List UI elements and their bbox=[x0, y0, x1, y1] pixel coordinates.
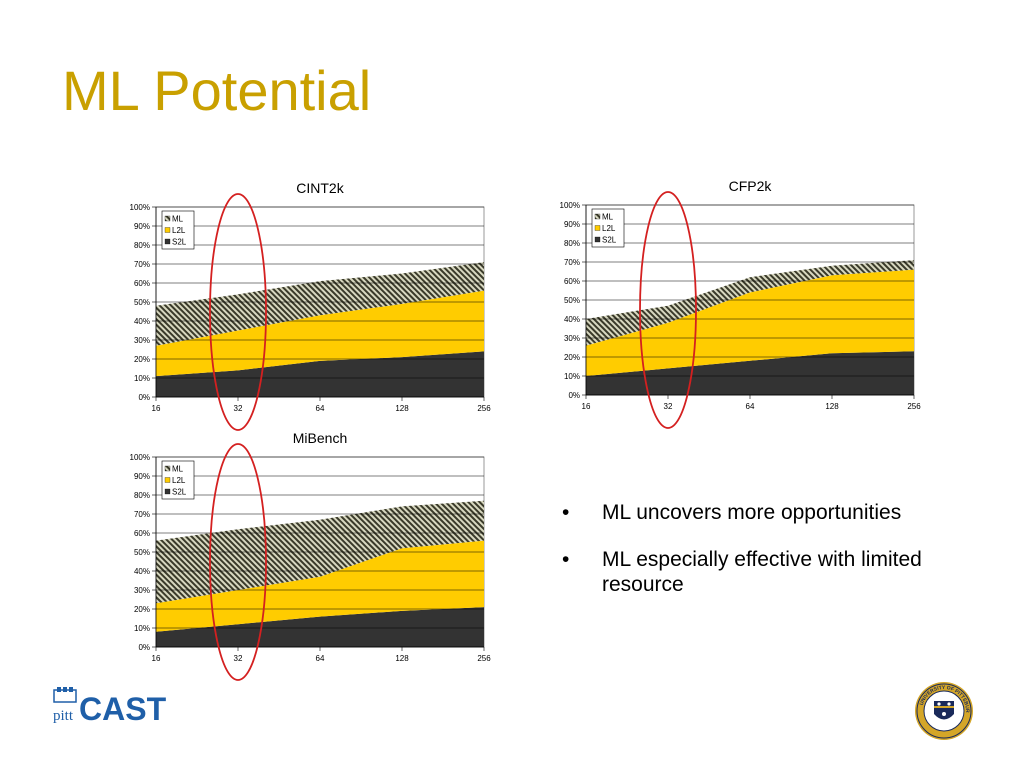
legend-swatch-ml bbox=[594, 213, 601, 220]
y-tick-label: 100% bbox=[560, 201, 580, 210]
bullet-text: ML uncovers more opportunities bbox=[602, 501, 902, 524]
series-area-s2l bbox=[156, 351, 484, 397]
y-tick-label: 20% bbox=[564, 353, 580, 362]
chart-cfp2k: CFP2k 0% 10% 20% 30% 40% 50% 60% 70% 80% 90% 100% 16… bbox=[560, 178, 921, 429]
x-tick-label: 64 bbox=[316, 404, 325, 413]
y-tick-label: 40% bbox=[564, 315, 580, 324]
y-tick-label: 10% bbox=[564, 372, 580, 381]
series-area-ml bbox=[586, 260, 914, 346]
chart-title: MiBench bbox=[293, 430, 347, 446]
pitt-cast-logo: pitt CAST bbox=[53, 687, 167, 726]
chart-mibench: MiBench 0% 10% 20% 30% 40% 50% 60% 70% 80% 90% 100%… bbox=[130, 430, 491, 681]
series-area-s2l bbox=[156, 607, 484, 647]
y-tick-label: 70% bbox=[134, 510, 150, 519]
y-tick-label: 100% bbox=[130, 453, 150, 462]
y-tick-label: 70% bbox=[564, 258, 580, 267]
y-tick-label: 30% bbox=[134, 586, 150, 595]
chart-legend: ML L2L S2L bbox=[161, 210, 195, 250]
y-tick-label: 50% bbox=[134, 298, 150, 307]
legend-swatch-l2l bbox=[164, 477, 171, 483]
highlight-ellipse bbox=[209, 443, 267, 681]
series-area-l2l bbox=[586, 269, 914, 376]
y-tick-label: 10% bbox=[134, 624, 150, 633]
y-tick-label: 50% bbox=[134, 548, 150, 557]
x-tick-label: 128 bbox=[395, 654, 409, 663]
x-tick-label: 128 bbox=[825, 402, 839, 411]
y-tick-label: 90% bbox=[564, 220, 580, 229]
bullet-list: • ML uncovers more opportunities • ML es… bbox=[562, 500, 982, 619]
x-tick-label: 16 bbox=[152, 404, 161, 413]
highlight-ellipse bbox=[639, 191, 697, 429]
legend-label: ML bbox=[172, 215, 184, 224]
bullet-item: • ML uncovers more opportunities bbox=[562, 500, 982, 525]
y-tick-label: 10% bbox=[134, 374, 150, 383]
x-tick-label: 16 bbox=[582, 402, 591, 411]
y-tick-label: 80% bbox=[564, 239, 580, 248]
bullet-text: ML especially effective with limited res… bbox=[602, 548, 922, 596]
y-tick-label: 60% bbox=[134, 529, 150, 538]
chart-legend: ML L2L S2L bbox=[591, 208, 625, 248]
highlight-ellipse bbox=[209, 193, 267, 431]
legend-label: L2L bbox=[172, 476, 186, 485]
legend-label: S2L bbox=[602, 236, 617, 245]
y-tick-label: 40% bbox=[134, 317, 150, 326]
y-tick-label: 0% bbox=[568, 391, 580, 400]
legend-label: L2L bbox=[602, 224, 616, 233]
y-tick-label: 90% bbox=[134, 472, 150, 481]
y-tick-label: 70% bbox=[134, 260, 150, 269]
x-tick-label: 16 bbox=[152, 654, 161, 663]
x-tick-label: 128 bbox=[395, 404, 409, 413]
y-tick-label: 50% bbox=[564, 296, 580, 305]
legend-swatch-ml bbox=[164, 465, 171, 472]
legend-swatch-l2l bbox=[594, 225, 601, 231]
x-tick-label: 256 bbox=[477, 654, 491, 663]
legend-swatch-l2l bbox=[164, 227, 171, 233]
y-tick-label: 20% bbox=[134, 605, 150, 614]
y-tick-label: 100% bbox=[130, 203, 150, 212]
bullet-item: • ML especially effective with limited r… bbox=[562, 547, 982, 597]
legend-swatch-s2l bbox=[594, 236, 601, 243]
chart-title: CFP2k bbox=[729, 178, 773, 194]
y-tick-label: 30% bbox=[564, 334, 580, 343]
y-tick-label: 80% bbox=[134, 491, 150, 500]
y-tick-label: 90% bbox=[134, 222, 150, 231]
x-tick-label: 256 bbox=[907, 402, 921, 411]
legend-label: ML bbox=[602, 213, 614, 222]
y-tick-label: 20% bbox=[134, 355, 150, 364]
series-area-s2l bbox=[586, 351, 914, 395]
y-tick-label: 80% bbox=[134, 241, 150, 250]
x-tick-label: 256 bbox=[477, 404, 491, 413]
x-tick-label: 32 bbox=[664, 402, 673, 411]
pitt-text: pitt bbox=[53, 708, 74, 724]
legend-label: S2L bbox=[172, 488, 187, 497]
chart-title: CINT2k bbox=[296, 180, 344, 196]
y-tick-label: 0% bbox=[138, 393, 150, 402]
legend-swatch-s2l bbox=[164, 238, 171, 245]
y-tick-label: 60% bbox=[134, 279, 150, 288]
legend-label: L2L bbox=[172, 226, 186, 235]
x-tick-label: 32 bbox=[234, 404, 243, 413]
legend-label: ML bbox=[172, 465, 184, 474]
y-tick-label: 0% bbox=[138, 643, 150, 652]
chart-cint2k: CINT2k 0% 10% 20% 30% 40% 50% 60% 70% 80% 90% 100% 1… bbox=[130, 180, 491, 431]
x-tick-label: 64 bbox=[316, 654, 325, 663]
y-tick-label: 40% bbox=[134, 567, 150, 576]
x-tick-label: 64 bbox=[746, 402, 755, 411]
series-area-l2l bbox=[156, 290, 484, 377]
university-seal-icon: UNIVERSITY OF PITTSBURGH bbox=[914, 681, 973, 740]
cast-text: CAST bbox=[79, 691, 167, 726]
bullet-icon: • bbox=[562, 548, 570, 571]
legend-swatch-ml bbox=[164, 215, 171, 222]
legend-swatch-s2l bbox=[164, 488, 171, 495]
bullet-icon: • bbox=[562, 501, 570, 524]
slide-title: ML Potential bbox=[62, 59, 372, 122]
y-tick-label: 60% bbox=[564, 277, 580, 286]
legend-label: S2L bbox=[172, 238, 187, 247]
chart-legend: ML L2L S2L bbox=[161, 460, 195, 500]
y-tick-label: 30% bbox=[134, 336, 150, 345]
x-tick-label: 32 bbox=[234, 654, 243, 663]
